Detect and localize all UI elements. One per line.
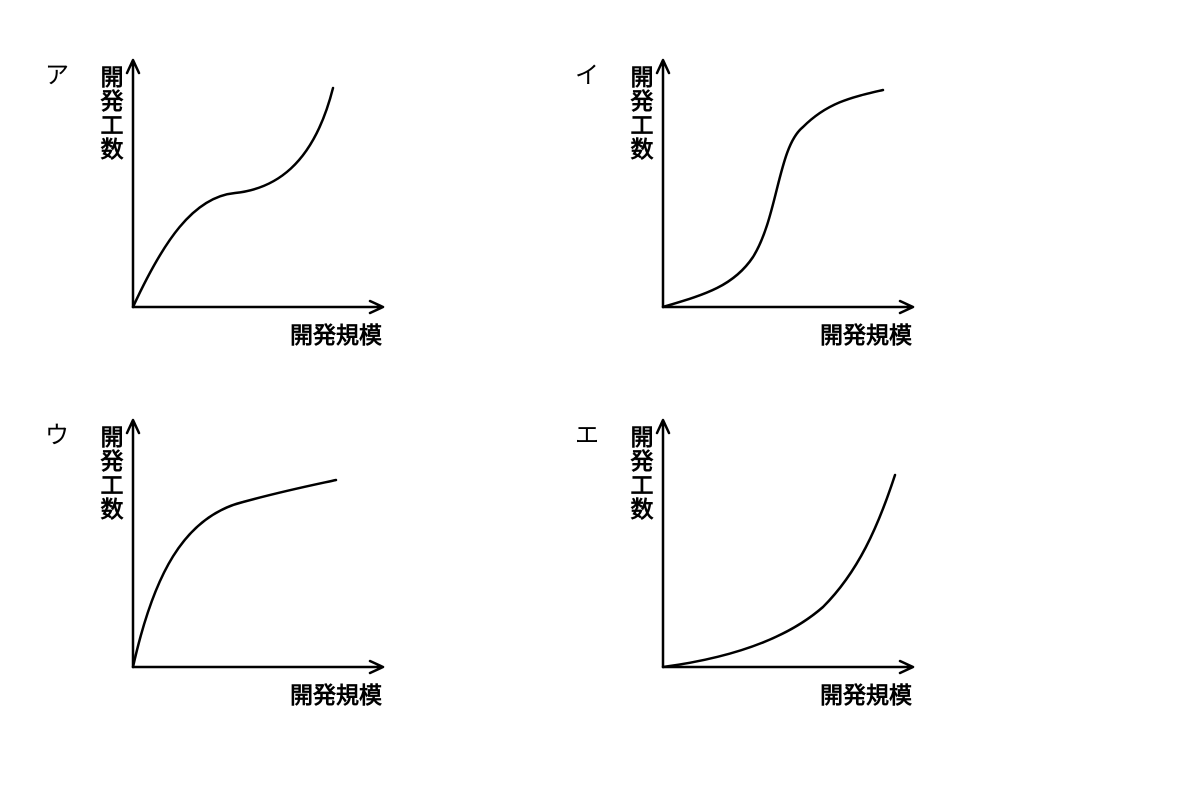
y-axis-label: 開発工数 bbox=[96, 425, 125, 521]
y-axis bbox=[125, 418, 141, 669]
panel-label: ア bbox=[45, 61, 69, 89]
x-axis-label: 開発規模 bbox=[290, 683, 383, 709]
x-axis bbox=[661, 659, 915, 675]
panel-label: エ bbox=[575, 421, 599, 449]
curve bbox=[131, 478, 338, 669]
panel: ア開発工数開発規模 bbox=[45, 58, 385, 349]
panel-label: ウ bbox=[45, 421, 69, 449]
panel: ウ開発工数開発規模 bbox=[45, 418, 385, 709]
y-axis-label: 開発工数 bbox=[96, 65, 125, 161]
curve bbox=[131, 86, 335, 309]
x-axis-label: 開発規模 bbox=[290, 323, 383, 349]
x-axis bbox=[131, 659, 385, 675]
curve bbox=[661, 473, 897, 669]
curve bbox=[661, 88, 885, 309]
panel: イ開発工数開発規模 bbox=[575, 58, 915, 349]
x-axis bbox=[661, 299, 915, 315]
y-axis-label: 開発工数 bbox=[626, 425, 655, 521]
x-axis bbox=[131, 299, 385, 315]
y-axis bbox=[655, 418, 671, 669]
y-axis bbox=[655, 58, 671, 309]
panel-label: イ bbox=[575, 61, 599, 89]
y-axis bbox=[125, 58, 141, 309]
panel: エ開発工数開発規模 bbox=[575, 418, 915, 709]
y-axis-label: 開発工数 bbox=[626, 65, 655, 161]
x-axis-label: 開発規模 bbox=[820, 683, 913, 709]
x-axis-label: 開発規模 bbox=[820, 323, 913, 349]
